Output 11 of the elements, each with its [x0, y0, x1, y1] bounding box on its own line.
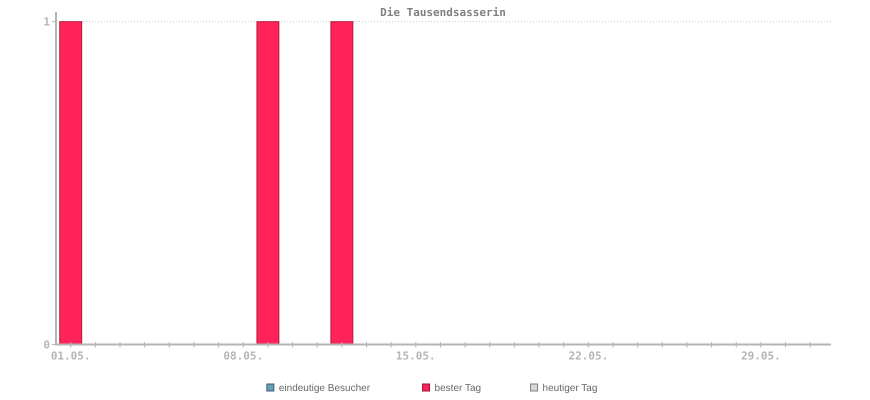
- x-tick-label: 29.05.: [741, 350, 781, 362]
- x-tick-label: 01.05.: [50, 350, 91, 362]
- y-tick-label: 0: [43, 338, 50, 352]
- legend-label: eindeutige Besucher: [278, 383, 371, 394]
- y-tick-label: 1: [43, 16, 50, 29]
- legend-label: bester Tag: [434, 383, 482, 394]
- x-tick-label: 22.05.: [568, 350, 608, 362]
- x-tick-label: 08.05.: [223, 350, 264, 362]
- legend-label: heutiger Tag: [542, 383, 598, 394]
- chart-title: Die Tausendsasserin: [380, 6, 506, 19]
- x-tick-label: 15.05.: [396, 350, 436, 362]
